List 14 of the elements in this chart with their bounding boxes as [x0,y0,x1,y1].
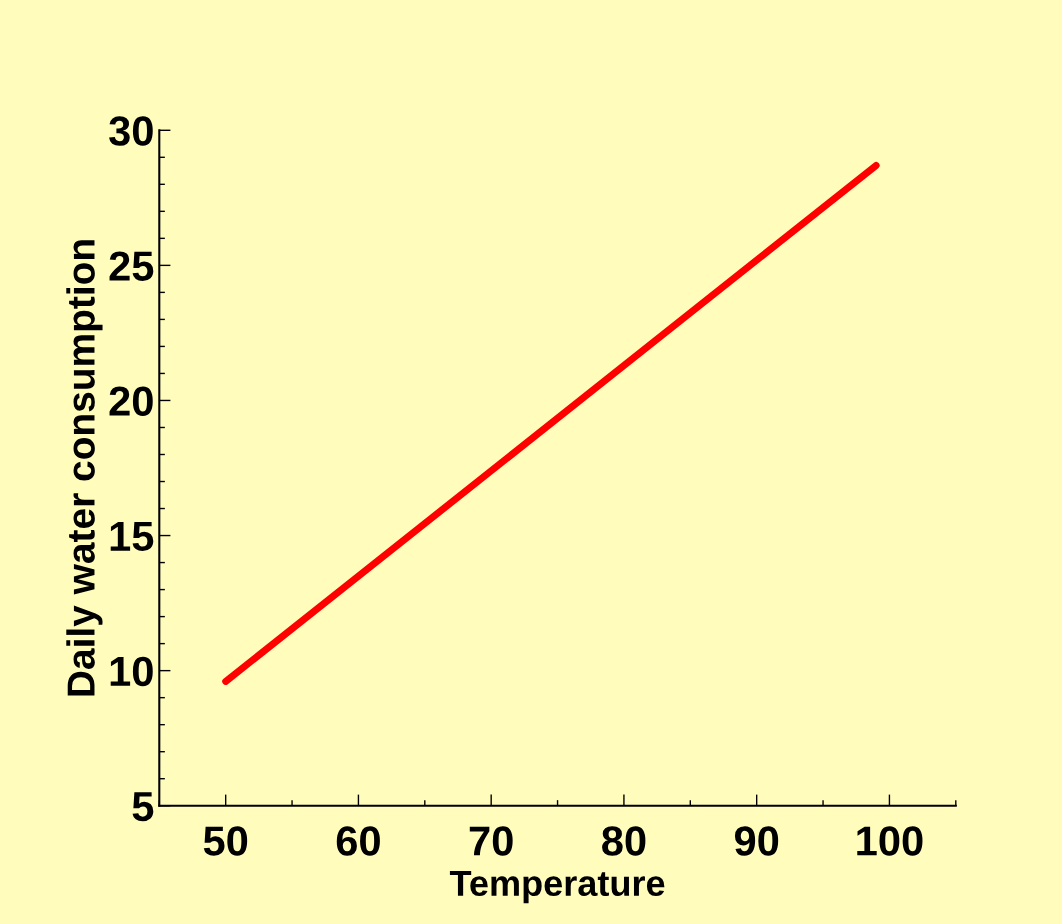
y-tick-label: 10 [110,656,153,687]
x-tick-label: 90 [734,826,779,856]
y-tick-label: 25 [109,251,154,281]
x-axis-title: Temperature [449,870,665,904]
x-tick-label: 60 [336,826,380,856]
y-tick-label: 30 [109,116,153,146]
y-axis-title: Daily water consumption [66,240,103,696]
y-tick-label: 20 [109,386,153,416]
x-tick-label: 50 [203,826,248,856]
y-tick-label: 5 [132,792,154,822]
y-tick-label: 15 [110,521,154,552]
x-tick-label: 100 [857,826,923,856]
x-tick-label: 70 [469,826,513,856]
x-tick-label: 80 [602,826,646,856]
